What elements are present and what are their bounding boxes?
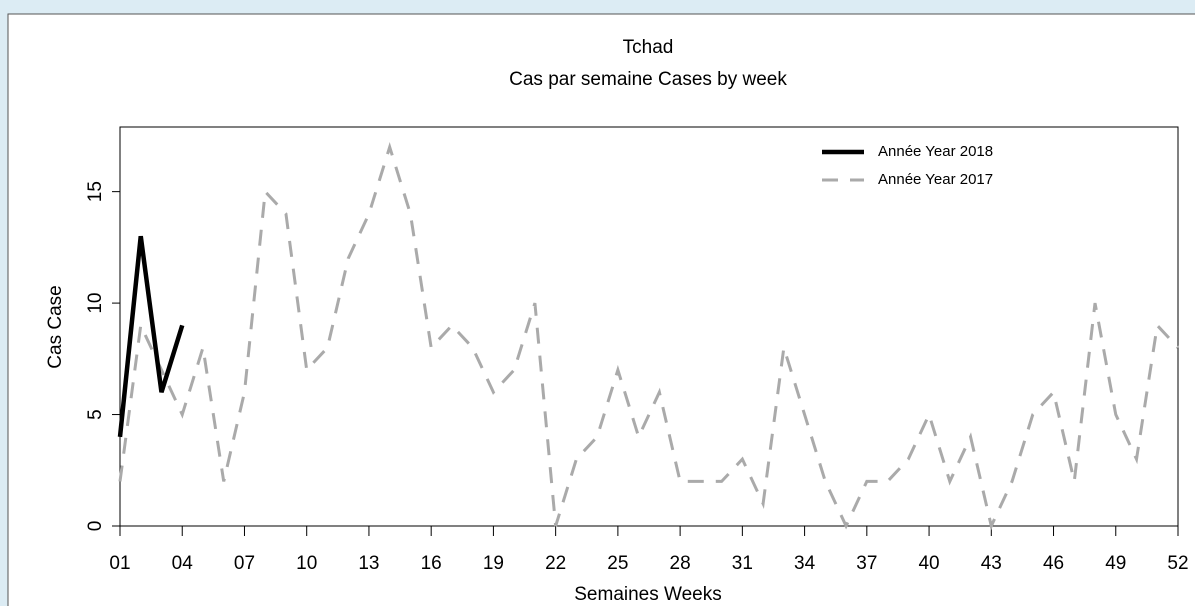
x-tick-label: 46	[1043, 553, 1064, 574]
series-line	[118, 141, 1180, 531]
x-tick-label: 01	[109, 553, 130, 574]
legend-label: Année Year 2017	[878, 171, 993, 188]
y-tick-label: 10	[85, 293, 106, 314]
x-tick-label: 28	[670, 553, 691, 574]
x-tick-label: 52	[1167, 553, 1188, 574]
plot-frame	[119, 126, 1179, 527]
x-tick-label: 04	[172, 553, 194, 574]
legend-label: Année Year 2018	[878, 143, 993, 160]
y-axis-label: Cas Case	[45, 285, 66, 368]
x-tick-label: 22	[545, 553, 566, 574]
y-tick-label: 5	[85, 409, 106, 420]
x-tick-label: 25	[607, 553, 628, 574]
chart-subtitle: Cas par semaine Cases by week	[509, 69, 787, 90]
y-tick-label: 0	[85, 521, 106, 532]
x-tick-label: 34	[794, 553, 816, 574]
x-tick-label: 07	[234, 553, 255, 574]
series-line	[117, 235, 185, 438]
panel	[7, 13, 1195, 606]
x-tick-label: 43	[981, 553, 1002, 574]
x-tick-label: 49	[1105, 553, 1126, 574]
y-tick-label: 15	[85, 181, 106, 202]
x-tick-label: 16	[421, 553, 442, 574]
chart-title: Tchad	[623, 37, 674, 58]
x-tick-label: 40	[918, 553, 939, 574]
x-tick-label: 19	[483, 553, 504, 574]
x-tick-label: 13	[358, 553, 379, 574]
x-tick-label: 37	[856, 553, 877, 574]
x-axis-label: Semaines Weeks	[574, 584, 722, 605]
x-tick-label: 31	[732, 553, 753, 574]
x-tick-label: 10	[296, 553, 317, 574]
